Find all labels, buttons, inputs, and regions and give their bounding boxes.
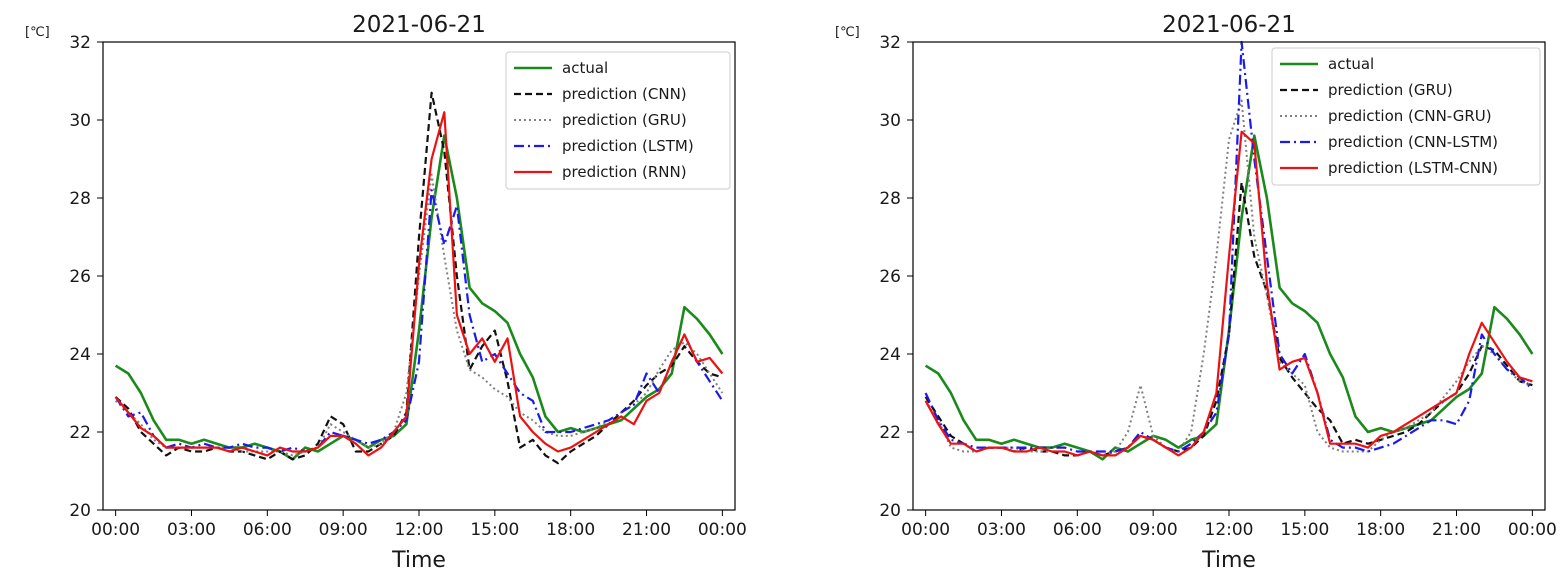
y-tick-label: 32 bbox=[69, 33, 91, 53]
y-tick-label: 24 bbox=[879, 345, 901, 365]
x-tick-label: 00:00 bbox=[91, 520, 140, 540]
x-tick-label: 15:00 bbox=[470, 520, 519, 540]
x-tick-label: 12:00 bbox=[1205, 520, 1254, 540]
y-tick-label: 30 bbox=[879, 111, 901, 131]
x-tick-label: 06:00 bbox=[243, 520, 292, 540]
y-tick-label: 32 bbox=[879, 33, 901, 53]
y-unit-label: [℃] bbox=[835, 25, 860, 40]
x-tick-label: 03:00 bbox=[977, 520, 1026, 540]
x-tick-label: 15:00 bbox=[1280, 520, 1329, 540]
legend-label-1: prediction (CNN) bbox=[562, 85, 687, 103]
x-tick-label: 18:00 bbox=[1356, 520, 1405, 540]
x-axis-label: Time bbox=[1201, 548, 1256, 573]
chart-2: 2021-06-21 [℃] 20 22 24 26 28 30 32 00:00 03:00 06:… bbox=[835, 12, 1557, 573]
series-line-2 bbox=[114, 173, 724, 457]
series-line-4 bbox=[924, 130, 1533, 457]
axes-frame bbox=[912, 41, 1546, 511]
y-tick-label: 20 bbox=[69, 501, 91, 521]
series-line-3 bbox=[114, 189, 724, 453]
chart-title: 2021-06-21 bbox=[1162, 12, 1296, 38]
y-tick-label: 22 bbox=[879, 423, 901, 443]
legend-label-3: prediction (CNN-LSTM) bbox=[1328, 133, 1498, 151]
y-unit-label: [℃] bbox=[25, 25, 50, 40]
y-tick-label: 28 bbox=[879, 189, 901, 209]
x-tick-label: 21:00 bbox=[1432, 520, 1481, 540]
legend-label-2: prediction (GRU) bbox=[562, 111, 687, 129]
legend-label-0: actual bbox=[562, 59, 608, 77]
y-tick-label: 28 bbox=[69, 189, 91, 209]
legend-label-0: actual bbox=[1328, 55, 1374, 73]
x-tick-label: 03:00 bbox=[167, 520, 216, 540]
y-tick-label: 24 bbox=[69, 345, 91, 365]
legend: actual prediction (GRU) prediction (CNN-GR… bbox=[1271, 47, 1541, 186]
x-tick-label: 00:00 bbox=[698, 520, 747, 540]
series-line-0 bbox=[114, 134, 724, 461]
series-line-4 bbox=[114, 111, 724, 457]
legend-label-2: prediction (CNN-GRU) bbox=[1328, 107, 1492, 125]
legend-label-4: prediction (LSTM-CNN) bbox=[1328, 159, 1498, 177]
x-tick-label: 00:00 bbox=[901, 520, 950, 540]
x-tick-label: 21:00 bbox=[622, 520, 671, 540]
plot-area bbox=[924, 40, 1534, 461]
series-line-3 bbox=[924, 40, 1534, 453]
x-tick-label: 09:00 bbox=[319, 520, 368, 540]
x-tick-label: 18:00 bbox=[546, 520, 595, 540]
x-axis-label: Time bbox=[391, 548, 446, 573]
legend: actual prediction (CNN) prediction (GRU) pr… bbox=[505, 51, 731, 190]
plot-area bbox=[114, 91, 724, 465]
legend-box bbox=[1271, 47, 1541, 186]
axes-frame bbox=[102, 41, 736, 511]
chart-1: 2021-06-21 [℃] 20 22 24 26 28 30 32 00:00 03:00 06:… bbox=[25, 12, 747, 573]
legend-box bbox=[505, 51, 731, 190]
legend-label-4: prediction (RNN) bbox=[562, 163, 687, 181]
chart-title: 2021-06-21 bbox=[352, 12, 486, 38]
y-tick-label: 20 bbox=[879, 501, 901, 521]
x-tick-label: 09:00 bbox=[1129, 520, 1178, 540]
legend-label-1: prediction (GRU) bbox=[1328, 81, 1453, 99]
x-tick-label: 00:00 bbox=[1508, 520, 1557, 540]
legend-label-3: prediction (LSTM) bbox=[562, 137, 694, 155]
y-tick-label: 22 bbox=[69, 423, 91, 443]
y-tick-label: 26 bbox=[69, 267, 91, 287]
y-tick-label: 30 bbox=[69, 111, 91, 131]
y-tick-label: 26 bbox=[879, 267, 901, 287]
x-tick-label: 06:00 bbox=[1053, 520, 1102, 540]
x-tick-label: 12:00 bbox=[395, 520, 444, 540]
